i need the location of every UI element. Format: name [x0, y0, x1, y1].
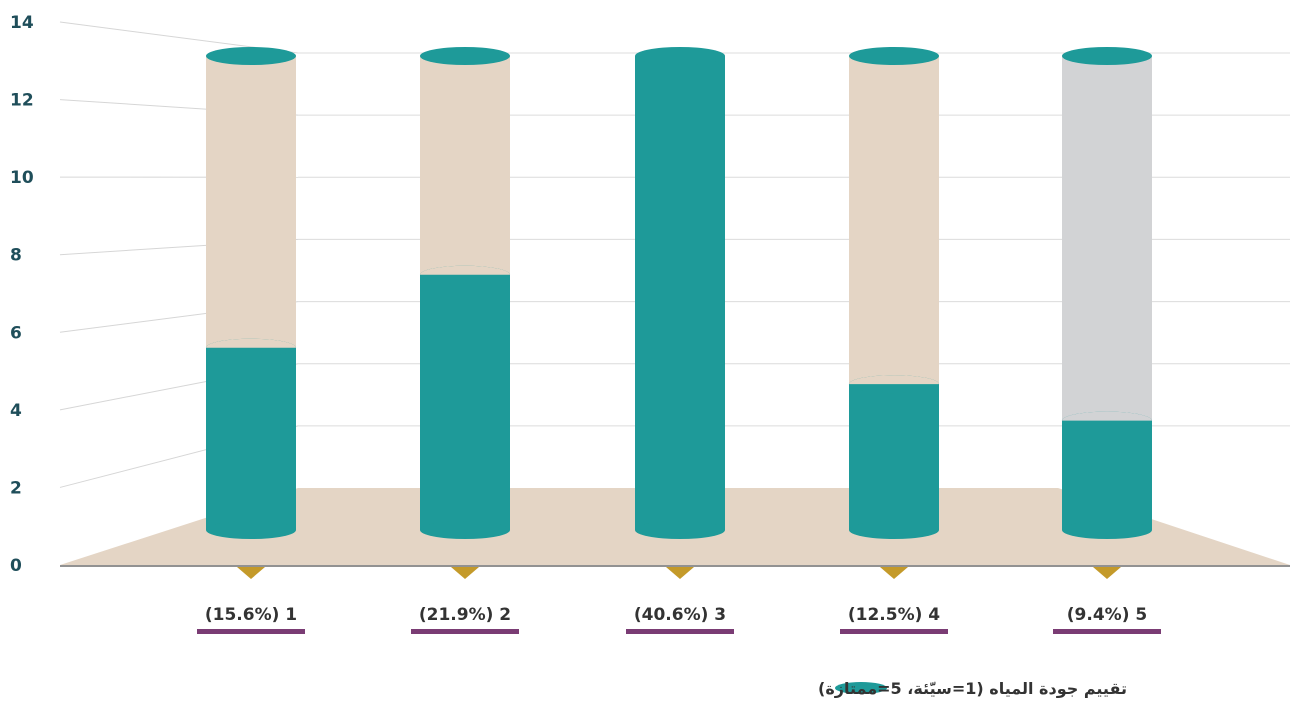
bar-base [1062, 521, 1152, 539]
x-tick-label: (40.6%) 3 [634, 605, 726, 625]
x-tick-label: (15.6%) 1 [205, 605, 297, 625]
bar-cap [849, 47, 939, 65]
bar [849, 384, 939, 530]
bar-base [635, 521, 725, 539]
x-tick-marker [880, 567, 908, 579]
label-underline [626, 629, 734, 634]
bar-base [206, 521, 296, 539]
label-underline [1053, 629, 1161, 634]
x-tick-label: (12.5%) 4 [848, 605, 940, 625]
bar [635, 56, 725, 530]
bar [1062, 420, 1152, 530]
bar-cap [1062, 47, 1152, 65]
bar-cylinder [635, 47, 725, 539]
x-tick-label: (21.9%) 2 [419, 605, 511, 625]
y-tick-label: 14 [10, 13, 34, 33]
x-tick-label: (9.4%) 5 [1067, 605, 1147, 625]
legend-swatch [835, 682, 887, 694]
x-tick-marker [237, 567, 265, 579]
y-tick-label: 8 [10, 246, 22, 266]
y-tick-label: 0 [10, 556, 22, 576]
bar-remainder-edge [849, 375, 939, 385]
bar-cylinder [849, 47, 939, 539]
label-underline [197, 629, 305, 634]
y-axis: 0 2 4 6 8 10 12 14 [10, 13, 34, 576]
y-tick-label: 10 [10, 168, 34, 188]
bar-base [849, 521, 939, 539]
y-tick-label: 2 [10, 478, 22, 498]
bar-remainder-edge [420, 265, 510, 275]
x-axis: (15.6%) 1 (21.9%) 2 (40.6%) 3 (12.5%) 4 (9.4… [197, 567, 1161, 634]
bar-cap [206, 47, 296, 65]
x-tick-marker [666, 567, 694, 579]
bar [206, 347, 296, 530]
bar-remainder-edge [206, 338, 296, 348]
x-tick-marker [451, 567, 479, 579]
bar-cap [420, 47, 510, 65]
bar-cap [635, 47, 725, 65]
legend-label: تقييم جودة المياه (1=سيّئة، 5=ممتازة) [818, 679, 1127, 698]
bar [420, 274, 510, 530]
y-tick-label: 6 [10, 323, 22, 343]
y-tick-label: 4 [10, 401, 22, 421]
x-tick-marker [1093, 567, 1121, 579]
legend: تقييم جودة المياه (1=سيّئة، 5=ممتازة) [818, 679, 1127, 698]
bars [206, 47, 1152, 539]
bar-remainder-edge [1062, 411, 1152, 421]
y-tick-label: 12 [10, 91, 34, 111]
label-underline [411, 629, 519, 634]
bar-cylinder [420, 47, 510, 539]
bar-base [420, 521, 510, 539]
label-underline [840, 629, 948, 634]
bar-cylinder [206, 47, 296, 539]
bar-cylinder [1062, 47, 1152, 539]
